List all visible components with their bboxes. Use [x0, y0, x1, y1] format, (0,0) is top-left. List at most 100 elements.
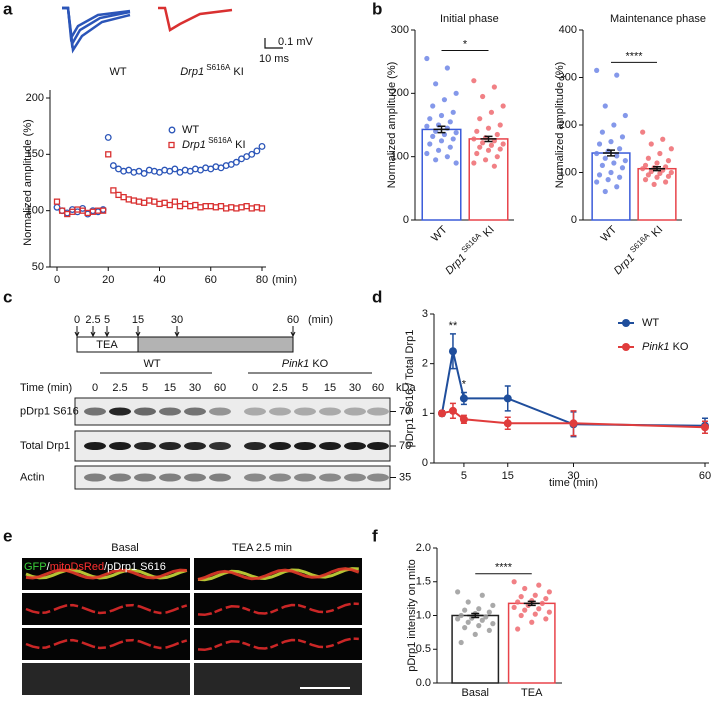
dot — [602, 103, 608, 109]
dot — [430, 103, 436, 109]
point — [258, 205, 266, 212]
dot — [485, 125, 492, 131]
significance: ** — [449, 320, 458, 332]
treatment-label: TEA — [96, 339, 118, 351]
y-tick-label: 1 — [422, 407, 428, 419]
dot — [602, 188, 608, 195]
dot — [532, 592, 538, 598]
dot — [518, 594, 524, 600]
x-tick-label: 30 — [567, 470, 579, 482]
scale-label: 0.1 mV — [278, 36, 314, 48]
timeline-unit: (min) — [308, 314, 333, 326]
x-tick-label: 5 — [461, 470, 467, 482]
point — [130, 197, 138, 204]
dot — [453, 130, 459, 136]
dot — [453, 90, 459, 96]
y-tick-label: 0 — [403, 214, 409, 226]
dot — [522, 607, 528, 613]
significance: **** — [495, 562, 513, 574]
dot — [500, 141, 506, 147]
blot-band — [344, 407, 366, 416]
dot — [611, 160, 617, 166]
mito-signal — [197, 637, 359, 652]
dot — [474, 128, 480, 134]
y-tick-label: 300 — [391, 24, 409, 36]
lane-label: 0 — [92, 382, 98, 394]
point — [140, 170, 148, 177]
x-tick-label: Drp1 S616A KI — [609, 221, 665, 277]
panel-label: f — [372, 526, 378, 545]
timeline-tick: 60 — [287, 314, 299, 326]
dot — [668, 146, 674, 152]
point — [146, 197, 153, 204]
dot — [476, 606, 482, 612]
blot-band — [84, 407, 106, 416]
group-label: WT — [143, 358, 160, 370]
error-bar — [480, 135, 497, 143]
point — [701, 423, 709, 432]
dot — [435, 147, 442, 153]
dot — [515, 626, 521, 632]
y-tick-label: 200 — [559, 119, 577, 131]
dot — [462, 607, 468, 613]
dot — [529, 619, 535, 625]
y-tick-label: 1.0 — [416, 609, 431, 621]
panel-label: b — [372, 0, 382, 18]
timeline-tick: 0 — [74, 314, 80, 326]
x-tick-label: 60 — [205, 274, 217, 286]
y-tick-label: 0 — [571, 214, 577, 226]
point — [105, 151, 112, 158]
dot — [441, 97, 448, 103]
point — [238, 204, 245, 211]
x-tick-label: Basal — [461, 687, 489, 699]
trace-label: Drp1 S616A KI — [180, 63, 244, 78]
error-bar — [467, 612, 484, 619]
point — [171, 198, 179, 205]
point — [156, 200, 163, 208]
dot — [427, 116, 433, 122]
dot — [455, 589, 461, 595]
dot — [462, 625, 468, 631]
dot — [455, 616, 461, 622]
dot — [594, 179, 600, 185]
error-bar — [603, 149, 619, 157]
point — [448, 406, 457, 415]
lane-label: 0 — [252, 382, 258, 394]
dot — [500, 103, 506, 109]
point — [248, 150, 256, 158]
condition-label: Basal — [111, 542, 139, 554]
dot — [444, 65, 450, 71]
point — [438, 409, 446, 418]
micrograph — [22, 593, 190, 625]
y-tick-label: 50 — [32, 261, 44, 273]
blot-band — [209, 473, 231, 482]
dot — [543, 616, 549, 622]
micrograph — [194, 593, 362, 625]
blot-band — [367, 442, 389, 450]
dot — [479, 617, 485, 623]
dot — [657, 170, 663, 177]
dot — [511, 604, 517, 611]
point — [115, 191, 122, 199]
row-label: Total Drp1 — [20, 440, 70, 452]
dot — [494, 154, 500, 160]
dot — [490, 621, 496, 627]
dot — [645, 155, 651, 161]
timeline-arrow — [290, 326, 296, 338]
point — [120, 193, 127, 201]
dot — [430, 133, 436, 139]
blot-band — [209, 407, 231, 416]
dot — [444, 154, 450, 160]
row-label: pDrp1 S616 — [20, 405, 79, 417]
mito-signal — [25, 603, 188, 615]
x-tick-label: 80 — [256, 274, 268, 286]
dot — [480, 140, 486, 146]
blot-band — [184, 473, 206, 482]
point — [228, 204, 235, 211]
x-tick-label: 15 — [502, 470, 514, 482]
dot — [536, 582, 542, 588]
error-bar — [523, 600, 540, 607]
dot — [479, 592, 485, 598]
blot-band — [109, 473, 131, 482]
